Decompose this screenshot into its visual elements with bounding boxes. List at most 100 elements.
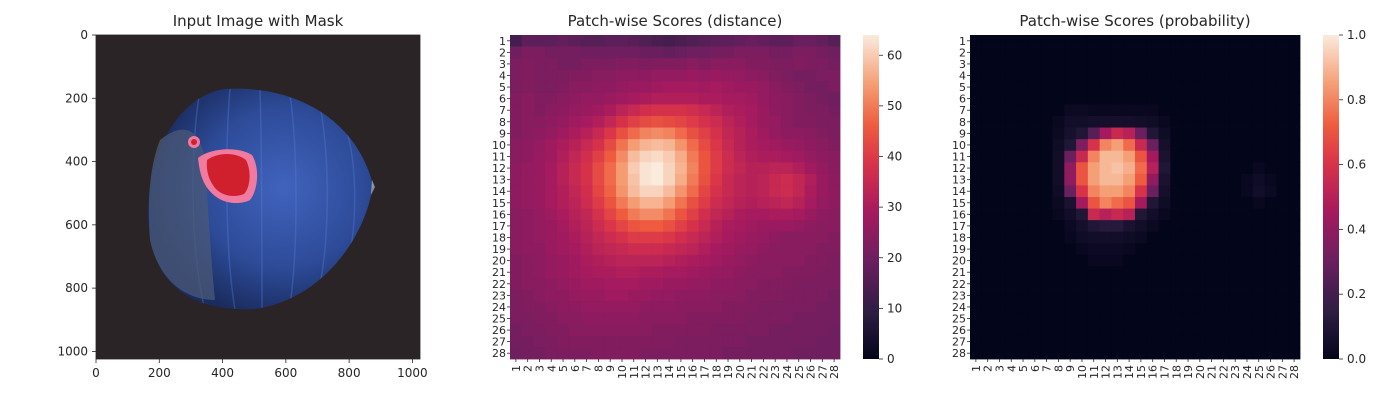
heatmap-cell <box>993 289 1006 302</box>
heatmap-cell <box>686 301 699 314</box>
colorbar-gradient <box>1323 35 1339 359</box>
heatmap-cell <box>686 266 699 279</box>
heatmap-cell <box>1205 92 1218 105</box>
heatmap-cell <box>804 231 817 244</box>
heatmap-cell <box>675 104 688 117</box>
heatmap-cell <box>580 335 593 348</box>
heatmap-cell <box>545 58 558 71</box>
heatmap-cell <box>651 81 664 94</box>
heatmap-cell <box>981 289 994 302</box>
heatmap-cell <box>686 104 699 117</box>
heatmap-cell <box>1005 127 1018 140</box>
heatmap-cell <box>1052 231 1065 244</box>
heatmap-cell <box>1135 116 1148 128</box>
heatmap-cell <box>568 127 582 140</box>
heatmap-cell <box>733 208 747 221</box>
heatmap-cell <box>970 58 983 71</box>
heatmap-cell <box>1123 243 1136 256</box>
heatmap-cell <box>533 81 546 94</box>
row-label: 22 <box>492 278 506 291</box>
heatmap-cell <box>781 162 794 175</box>
colorbar-tick-label: 0.0 <box>1347 352 1366 366</box>
col-label: 26 <box>805 365 818 379</box>
heatmap-cell <box>580 127 593 140</box>
heatmap-cell <box>1028 139 1042 152</box>
heatmap-cell <box>970 127 983 140</box>
heatmap-cell <box>1182 243 1195 256</box>
heatmap-cell <box>1182 69 1195 82</box>
heatmap-cell <box>745 92 758 105</box>
heatmap-cell <box>733 46 747 59</box>
heatmap-cell <box>604 335 617 348</box>
heatmap-cell <box>592 69 605 82</box>
heatmap-cell <box>1252 69 1266 82</box>
heatmap-cell <box>604 46 617 59</box>
heatmap-cell <box>1040 324 1053 337</box>
colorbar-ticks: 0.00.20.40.60.81.0 <box>1339 28 1366 366</box>
heatmap-cell <box>1099 220 1112 233</box>
col-label: 9 <box>604 365 617 372</box>
heatmap-cell <box>1052 69 1065 82</box>
heatmap-cell <box>675 69 688 82</box>
heatmap-cell <box>616 92 629 105</box>
heatmap-cell <box>828 139 841 152</box>
heatmap-cell <box>521 289 534 302</box>
heatmap-cell <box>981 335 994 348</box>
heatmap-cell <box>710 254 723 267</box>
heatmap-cell <box>545 231 558 244</box>
heatmap-cell <box>1229 185 1242 198</box>
heatmap-cell <box>627 116 641 128</box>
heatmap-cell <box>1028 58 1042 71</box>
heatmap-cell <box>1028 92 1042 105</box>
heatmap-cell <box>1052 162 1065 175</box>
col-label: 21 <box>1206 365 1219 379</box>
heatmap-cell <box>1099 231 1112 244</box>
heatmap-cell <box>1241 150 1254 163</box>
heatmap-cell <box>604 173 617 186</box>
heatmap-cell <box>1182 104 1195 117</box>
heatmap-cell <box>1040 266 1053 279</box>
heatmap-cell <box>627 185 641 198</box>
heatmap-cell <box>568 116 582 128</box>
heatmap-cell <box>1229 116 1242 128</box>
heatmap-cell <box>710 278 723 290</box>
heatmap-cell <box>757 220 770 233</box>
heatmap-cell <box>1005 278 1018 290</box>
heatmap-cell <box>686 81 699 94</box>
heatmap-cell <box>1052 301 1065 314</box>
heatmap-cell <box>686 92 699 105</box>
heatmap-cell <box>1170 35 1183 47</box>
heatmap-cell <box>1193 173 1207 186</box>
heatmap-cell <box>1170 335 1183 348</box>
heatmap-cell <box>592 347 605 360</box>
heatmap-cell <box>828 35 841 47</box>
heatmap-cell <box>604 324 617 337</box>
heatmap-cell <box>521 324 534 337</box>
heatmap-cell <box>722 116 735 128</box>
heatmap-cell <box>1135 347 1148 360</box>
heatmap-cell <box>533 301 546 314</box>
heatmap-cell <box>1076 278 1089 290</box>
heatmap-cell <box>757 324 770 337</box>
heatmap-cell <box>675 46 688 59</box>
heatmap-cell <box>639 266 652 279</box>
col-label: 24 <box>781 365 794 379</box>
heatmap-cell <box>1217 58 1230 71</box>
heatmap-cell <box>627 266 641 279</box>
y-tick-label: 800 <box>65 281 88 295</box>
heatmap-cell <box>757 58 770 71</box>
heatmap-cell <box>1005 162 1018 175</box>
heatmap-cell <box>510 335 523 348</box>
heatmap-cell <box>816 243 829 256</box>
heatmap-cell <box>1264 150 1277 163</box>
heatmap-cell <box>1146 92 1159 105</box>
row-label: 7 <box>959 104 966 117</box>
heatmap-cell <box>1182 162 1195 175</box>
heatmap-cell <box>733 197 747 209</box>
panel-distance-heatmap: Patch-wise Scores (distance) 12345678910… <box>492 12 902 379</box>
heatmap-cell <box>510 173 523 186</box>
heatmap-cell <box>698 312 711 325</box>
heatmap-cell <box>981 81 994 94</box>
heatmap-cell <box>1264 197 1277 209</box>
heatmap-cell <box>781 69 794 82</box>
